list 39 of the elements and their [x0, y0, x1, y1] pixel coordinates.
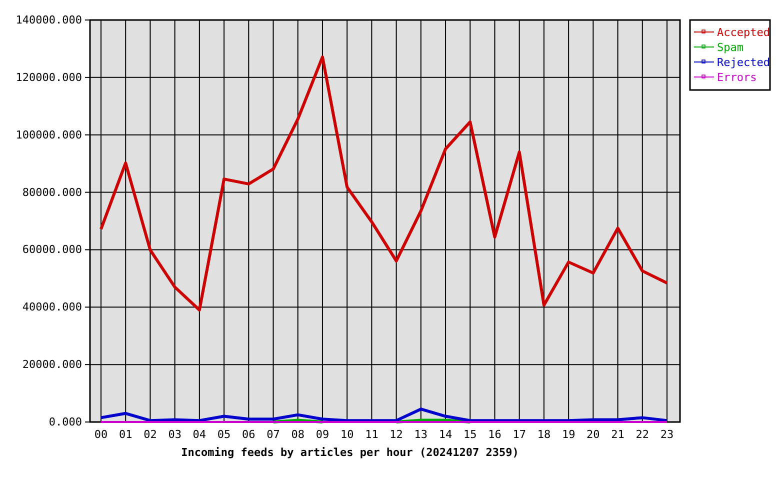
legend-label: Rejected — [717, 56, 770, 69]
x-tick-label: 15 — [464, 428, 477, 441]
x-tick-label: 03 — [168, 428, 182, 441]
x-tick-label: 23 — [660, 428, 674, 441]
x-tick-label: 08 — [291, 428, 304, 441]
y-tick-label: 100000.000 — [16, 128, 82, 142]
x-tick-label: 13 — [414, 428, 428, 441]
x-axis-title: Incoming feeds by articles per hour (20241207 2359) — [181, 446, 519, 459]
x-tick-label: 16 — [488, 428, 502, 441]
x-tick-label: 11 — [365, 428, 378, 441]
line-series — [100, 56, 668, 312]
x-tick-label: 04 — [192, 428, 206, 441]
x-tick-label: 06 — [242, 428, 256, 441]
x-tick-label: 14 — [438, 428, 453, 441]
y-tick-label: 40000.000 — [22, 300, 82, 314]
x-tick-label: 02 — [144, 428, 157, 441]
x-tick-label: 22 — [636, 428, 650, 441]
line-series — [100, 408, 668, 422]
x-tick-label: 07 — [266, 428, 280, 441]
y-tick-label: 120000.000 — [16, 70, 82, 84]
y-tick-label: 0.000 — [48, 416, 82, 429]
legend-label: Spam — [717, 41, 744, 54]
x-tick-label: 10 — [340, 428, 354, 441]
y-tick-label: 140000.000 — [16, 14, 82, 27]
x-tick-label: 20 — [586, 428, 600, 441]
y-tick-label: 20000.000 — [22, 358, 82, 372]
x-tick-label: 12 — [390, 428, 403, 441]
x-tick-label: 17 — [512, 428, 526, 441]
x-tick-label: 09 — [316, 428, 330, 441]
x-tick-label: 18 — [537, 428, 551, 441]
x-tick-label: 05 — [217, 428, 231, 441]
x-tick-label: 21 — [611, 428, 624, 441]
legend-label: Errors — [717, 71, 757, 84]
x-tick-label: 01 — [118, 428, 132, 441]
x-tick-label: 00 — [94, 428, 108, 441]
y-tick-label: 80000.000 — [22, 186, 82, 199]
x-tick-label: 19 — [562, 428, 576, 441]
y-tick-label: 60000.000 — [22, 243, 82, 256]
legend-label: Accepted — [717, 26, 770, 39]
